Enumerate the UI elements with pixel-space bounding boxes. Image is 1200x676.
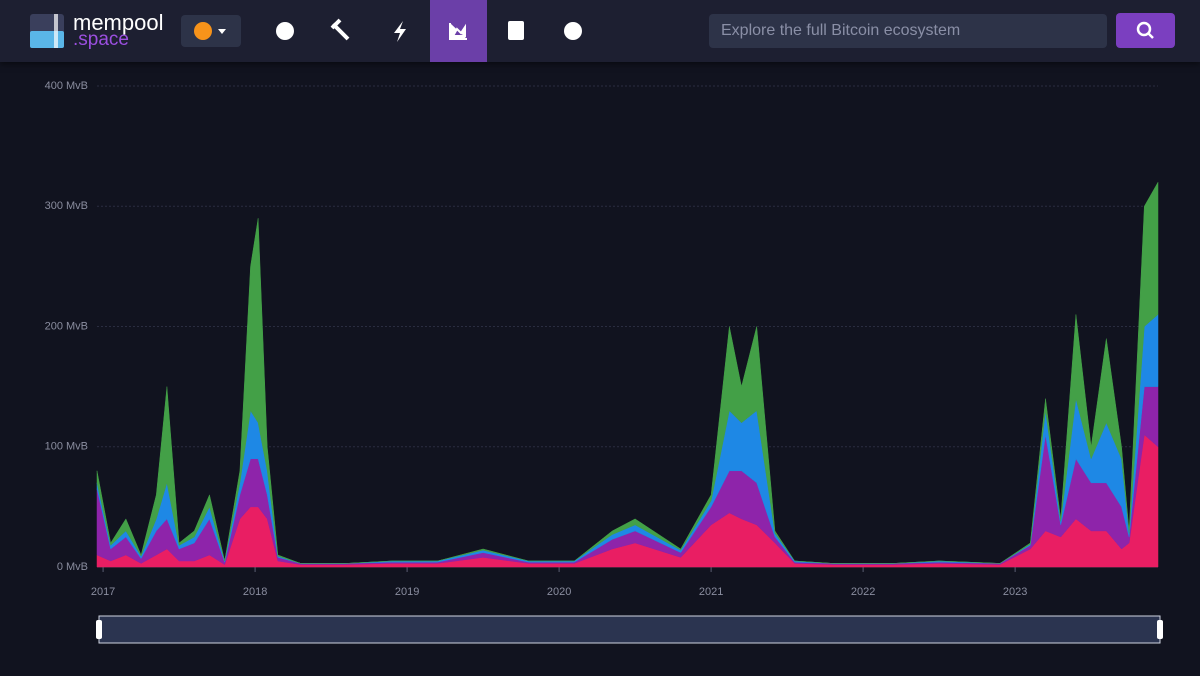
nav-about[interactable]: [564, 22, 582, 40]
logo-sub[interactable]: .space: [73, 29, 129, 50]
header: mempool .space Explore the full Bitcoin …: [0, 0, 1200, 62]
y-tick-label: 300 MvB: [45, 200, 88, 212]
x-tick-label: 2022: [851, 586, 875, 598]
area-series: [96, 181, 1159, 564]
nav-mining[interactable]: [330, 18, 350, 41]
logo-icon: [30, 14, 64, 48]
x-tick-label: 2023: [1003, 586, 1027, 598]
y-tick-label: 200 MvB: [45, 320, 88, 332]
logo-main[interactable]: mempool: [73, 10, 164, 35]
y-tick-label: 0 MvB: [57, 561, 88, 573]
x-tick-label: 2019: [395, 586, 419, 598]
x-tick-label: 2017: [91, 586, 115, 598]
y-tick-label: 400 MvB: [45, 80, 88, 92]
x-tick-label: 2021: [699, 586, 723, 598]
search-input[interactable]: Explore the full Bitcoin ecosystem: [709, 14, 1107, 48]
network-selector[interactable]: [181, 15, 241, 47]
nav-graphs-icon: [449, 23, 467, 40]
navigator-handle-left[interactable]: [96, 620, 102, 639]
x-tick-label: 2018: [243, 586, 267, 598]
nav-lightning[interactable]: [394, 21, 406, 42]
nav: [276, 0, 582, 62]
navigator-handle-right[interactable]: [1157, 620, 1163, 639]
chart: 0 MvB 100 MvB 200 MvB 300 MvB 400 MvB 2017 201…: [45, 80, 1163, 644]
navigator[interactable]: [98, 615, 1161, 644]
x-tick-label: 2020: [547, 586, 571, 598]
nav-dashboard[interactable]: [276, 22, 294, 40]
search-button[interactable]: [1116, 13, 1175, 48]
nav-docs[interactable]: [508, 21, 524, 40]
y-tick-label: 100 MvB: [45, 441, 88, 453]
